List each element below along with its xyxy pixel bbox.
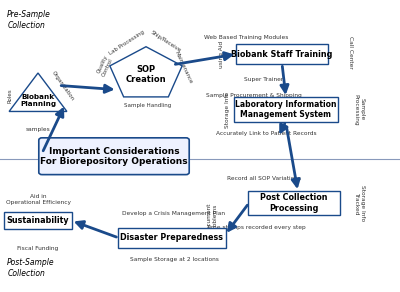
Text: Document
Problems: Document Problems [206, 202, 218, 233]
Text: using Aid: using Aid [219, 41, 224, 67]
Text: Accurately Link to Patient Records: Accurately Link to Patient Records [216, 131, 316, 136]
Text: Important Considerations
For Biorepository Operations: Important Considerations For Bioreposito… [40, 147, 188, 166]
Text: Ship/Receive: Ship/Receive [150, 30, 182, 53]
FancyBboxPatch shape [248, 191, 340, 215]
Text: Quality
Control: Quality Control [96, 55, 114, 77]
Polygon shape [9, 73, 67, 112]
Text: Laboratory Information
Management System: Laboratory Information Management System [235, 100, 337, 119]
Text: Biobank Staff Training: Biobank Staff Training [231, 50, 333, 58]
Text: Biobank
Planning: Biobank Planning [20, 94, 56, 107]
Text: Fiscal Funding: Fiscal Funding [17, 246, 59, 251]
Text: Storage Info: Storage Info [225, 91, 230, 128]
FancyBboxPatch shape [39, 138, 189, 175]
Text: Sample Handling: Sample Handling [124, 103, 171, 108]
Text: Storage Info
Tracked: Storage Info Tracked [354, 185, 365, 221]
Text: Web Based Training Modules: Web Based Training Modules [204, 35, 288, 40]
Text: Maintenance: Maintenance [174, 50, 193, 84]
Text: Sample Storage at 2 locations: Sample Storage at 2 locations [130, 257, 218, 262]
Text: samples: samples [26, 126, 50, 132]
Text: Pre-Sample
Collection: Pre-Sample Collection [7, 10, 51, 29]
Text: SOP
Creation: SOP Creation [126, 65, 166, 84]
Text: Sustainability: Sustainability [7, 216, 69, 225]
Text: Time stamps recorded every step: Time stamps recorded every step [206, 225, 306, 230]
Text: Record all SOP Variations: Record all SOP Variations [227, 176, 301, 181]
Text: Lab Processing: Lab Processing [109, 29, 146, 55]
FancyBboxPatch shape [236, 44, 328, 65]
Text: Organization: Organization [51, 70, 75, 102]
Text: Roles: Roles [8, 88, 12, 103]
FancyBboxPatch shape [4, 212, 72, 230]
Text: Post Collection
Processing: Post Collection Processing [260, 193, 328, 213]
Text: Sample Procurement & Shipping: Sample Procurement & Shipping [206, 93, 302, 98]
Text: Develop a Crisis Management Plan: Develop a Crisis Management Plan [122, 211, 226, 216]
Polygon shape [110, 47, 182, 97]
FancyBboxPatch shape [234, 97, 338, 122]
Text: Post-Sample
Collection: Post-Sample Collection [7, 258, 55, 278]
Text: Super Trainer: Super Trainer [244, 77, 284, 82]
Text: Aid in
Operational Efficiency: Aid in Operational Efficiency [6, 194, 70, 204]
Text: Sample
Processing: Sample Processing [354, 94, 365, 125]
Text: Disaster Preparedness: Disaster Preparedness [120, 234, 224, 242]
FancyBboxPatch shape [118, 228, 226, 248]
Text: Call Center: Call Center [348, 36, 353, 68]
